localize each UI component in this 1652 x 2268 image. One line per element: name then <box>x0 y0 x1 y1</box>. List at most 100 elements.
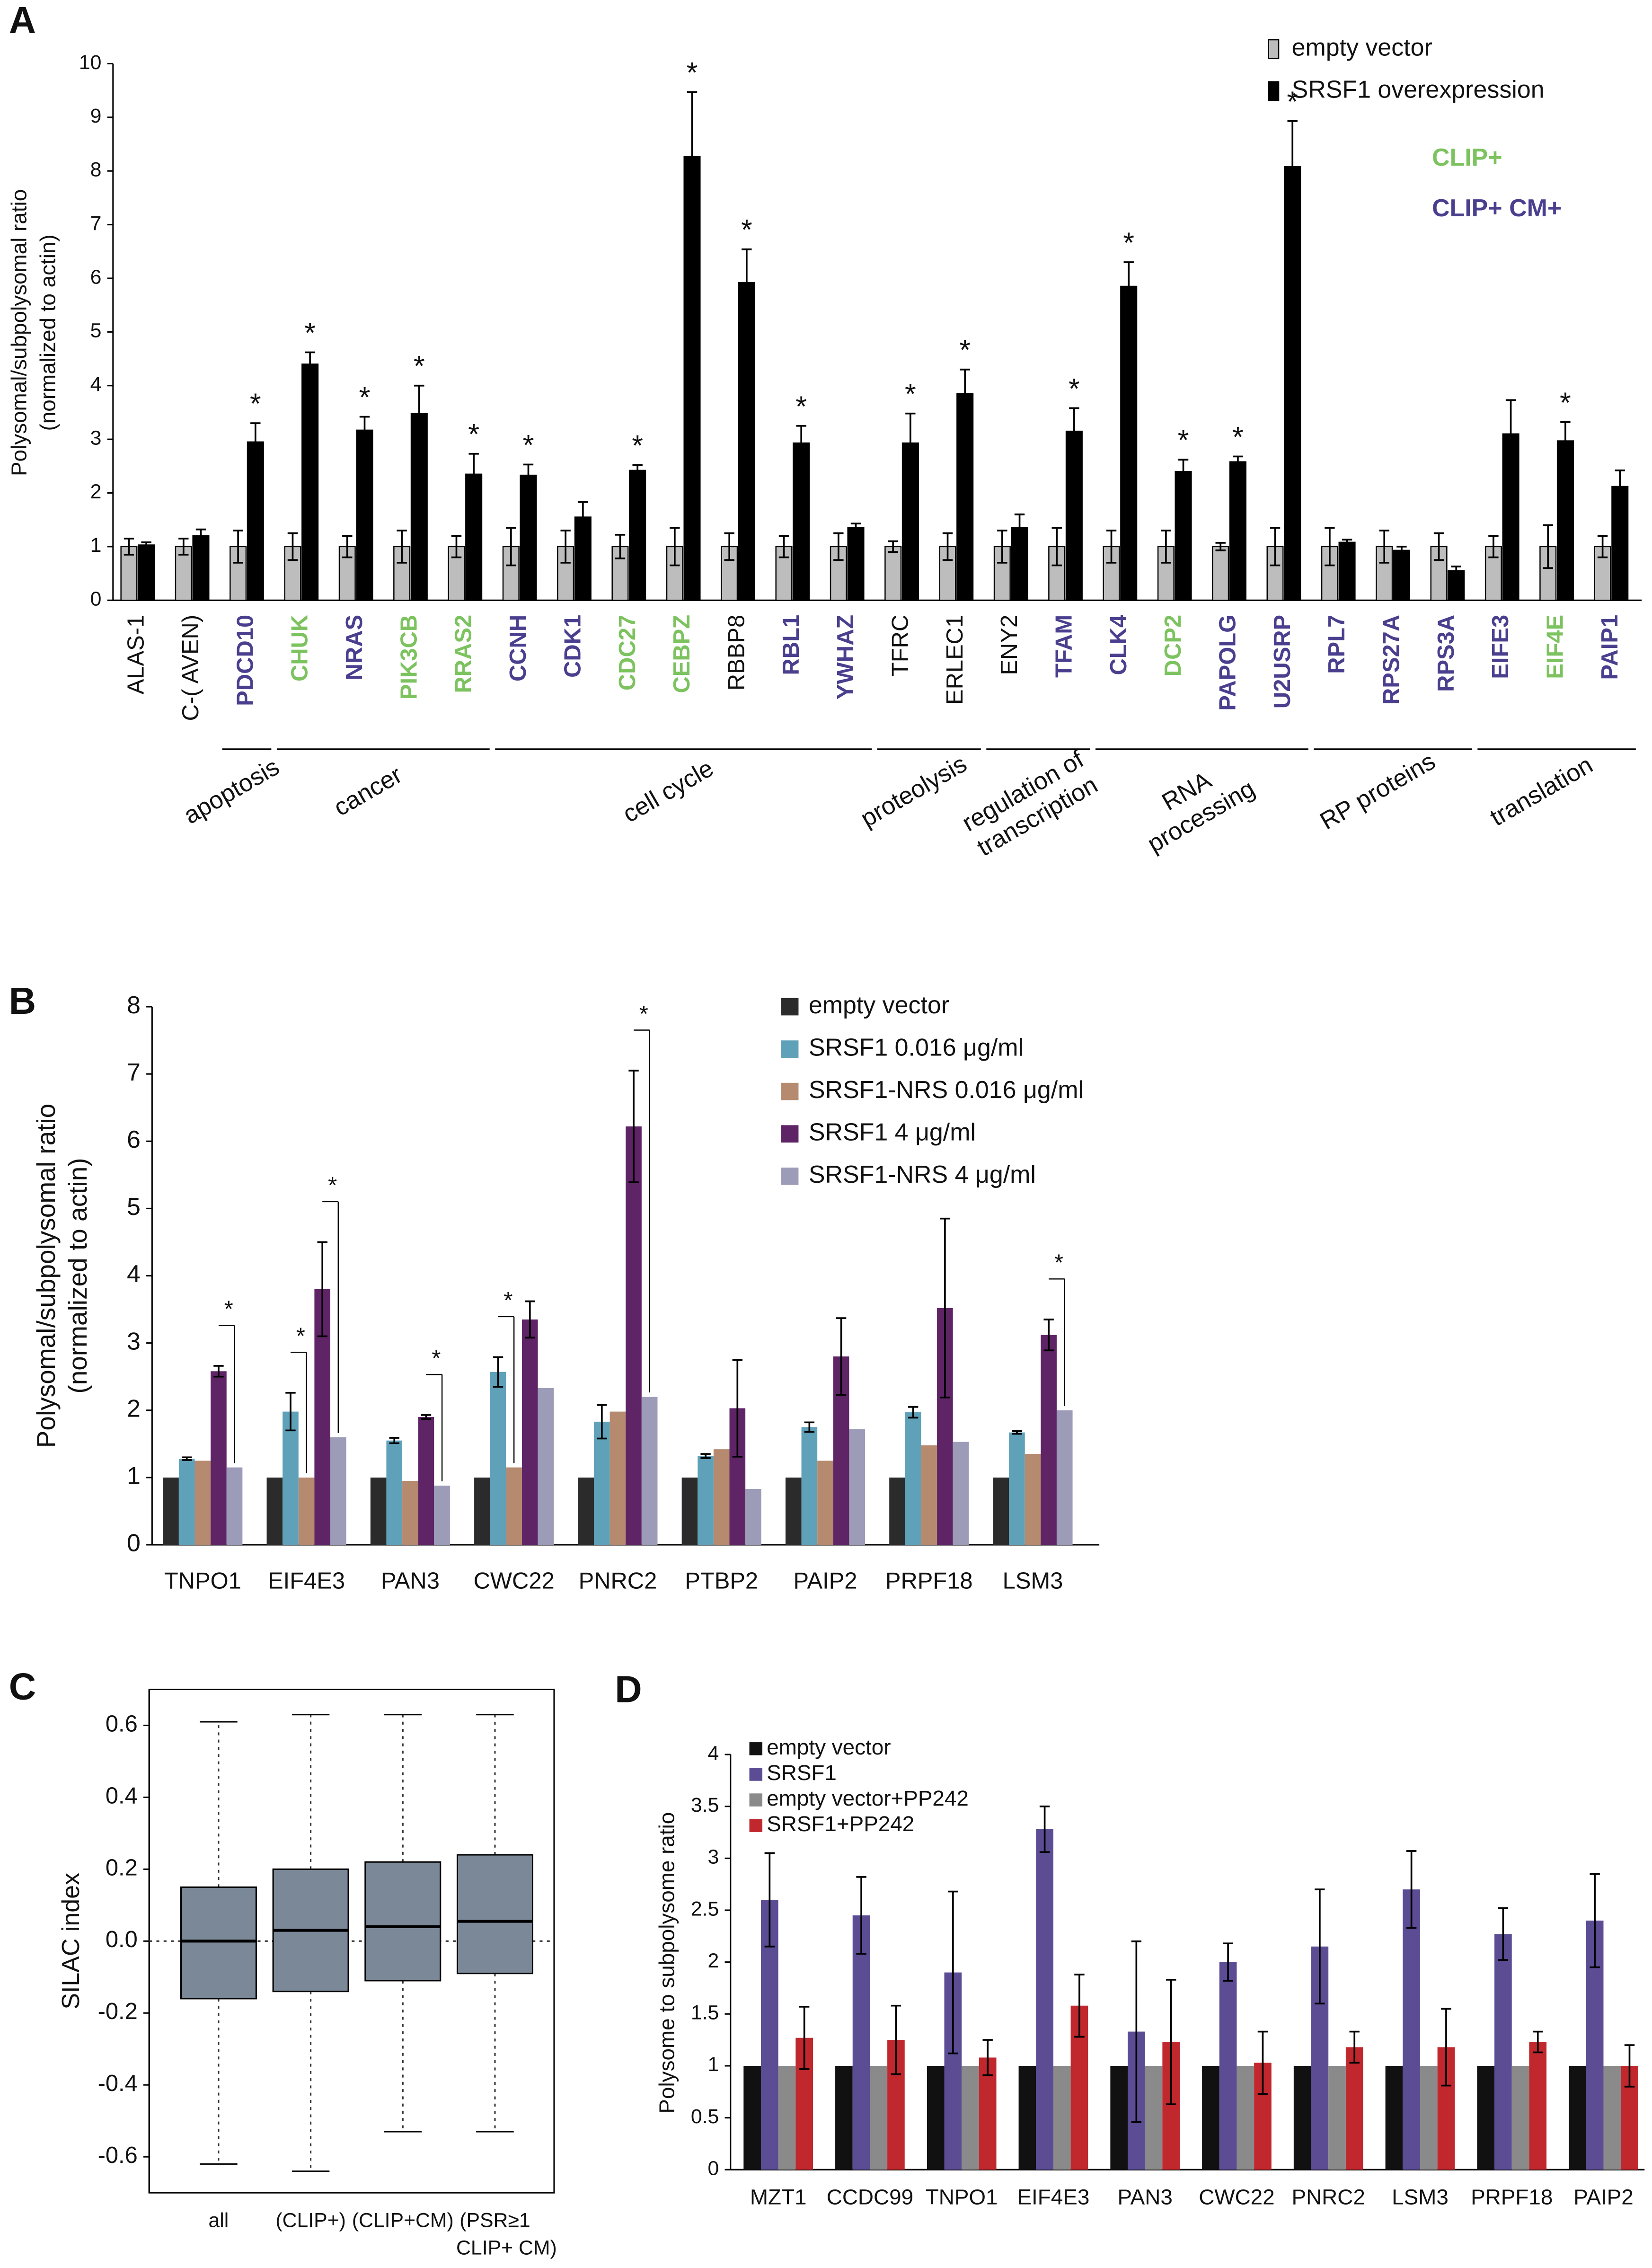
x-tick-label: NRAS <box>342 615 367 680</box>
significance: * <box>432 1346 441 1371</box>
significance: * <box>959 334 971 366</box>
bar <box>905 1412 921 1545</box>
x-tick-label: RPS3A <box>1433 615 1459 692</box>
significance: * <box>304 317 316 349</box>
x-tick-label: (CLIP+CM) <box>352 2209 454 2232</box>
x-tick-label: ERLEC1 <box>942 615 968 705</box>
y-tick-label: 5 <box>90 319 102 342</box>
bar <box>1009 1432 1025 1545</box>
y-tick-label: 2 <box>90 480 102 503</box>
bar <box>247 441 264 601</box>
bar <box>1284 166 1301 601</box>
bar <box>785 1477 802 1545</box>
y-tick-label: 2 <box>127 1395 141 1422</box>
significance: * <box>905 378 916 410</box>
bar <box>298 1477 315 1545</box>
bar <box>611 546 629 601</box>
bar <box>330 1437 346 1545</box>
bar <box>120 546 138 601</box>
bar <box>1202 2065 1219 2170</box>
y-tick-label: 2 <box>708 1949 719 1972</box>
significance: * <box>687 56 698 89</box>
group-label: apoptosis <box>179 753 284 829</box>
x-tick-label: PAPOLG <box>1215 615 1240 711</box>
bar <box>226 1467 243 1545</box>
y-tick-label: 10 <box>79 51 102 74</box>
significance: * <box>1123 226 1134 258</box>
x-tick-label: CWC22 <box>474 1568 555 1594</box>
bar <box>683 156 701 601</box>
legend-label: SRSF1-NRS 0.016 μg/ml <box>809 1076 1084 1104</box>
significance: * <box>468 418 479 450</box>
legend-swatch <box>749 1793 763 1807</box>
bar <box>870 2065 888 2170</box>
bar <box>1393 549 1410 601</box>
x-tick-label: PAN3 <box>381 1568 440 1594</box>
legend-label: empty vector <box>809 992 949 1019</box>
y-tick-label: 4 <box>127 1260 141 1288</box>
bar <box>593 1421 610 1545</box>
x-tick-label: EIFE3 <box>1488 615 1513 679</box>
bar <box>1053 2065 1071 2170</box>
bar <box>386 1440 403 1545</box>
bar <box>1175 470 1192 601</box>
bar <box>1556 440 1574 601</box>
y-tick-label: 1 <box>708 2053 719 2076</box>
legend-swatch <box>781 1125 799 1143</box>
y-tick-label: 6 <box>127 1126 141 1153</box>
bar <box>520 474 537 601</box>
bar <box>626 1126 642 1545</box>
bar <box>266 1477 283 1545</box>
bar <box>953 1442 969 1545</box>
significance: * <box>296 1324 305 1349</box>
x-tick-label: ENY2 <box>997 615 1022 675</box>
bar <box>1494 1934 1512 2170</box>
bar <box>847 527 865 601</box>
bar <box>283 1411 299 1545</box>
bar <box>370 1477 387 1545</box>
x-tick-label: (PSR≥1 <box>459 2209 530 2232</box>
bar <box>434 1485 450 1545</box>
x-tick-label: RBL1 <box>778 615 804 675</box>
bar <box>927 2065 945 2170</box>
bar <box>138 544 155 601</box>
bar <box>1065 430 1083 601</box>
bar <box>817 1461 833 1545</box>
significance: * <box>1054 1250 1063 1276</box>
bar <box>993 546 1011 601</box>
y-tick-label: -0.2 <box>98 1999 138 2024</box>
bar <box>192 535 210 601</box>
bar <box>1338 541 1356 601</box>
legend-label: SRSF1-NRS 4 μg/ml <box>809 1161 1036 1188</box>
y-tick-label: 6 <box>90 266 102 288</box>
bar <box>849 1429 866 1545</box>
x-tick-label: RPS27A <box>1378 615 1404 705</box>
x-tick-label: EIF4E3 <box>1017 2185 1090 2209</box>
y-tick-label: 5 <box>127 1193 141 1221</box>
y-tick-label: 7 <box>127 1059 141 1086</box>
legend-swatch <box>781 1167 799 1185</box>
significance: * <box>741 213 752 246</box>
bar <box>956 393 974 601</box>
y-tick-label: 8 <box>90 159 102 181</box>
x-tick-label: PNRC2 <box>1292 2185 1365 2209</box>
x-tick-label: (CLIP+) <box>275 2209 346 2232</box>
bar <box>506 1467 522 1545</box>
bar <box>194 1461 211 1545</box>
x-tick-label: TFRC <box>887 615 913 676</box>
y-axis-label: (normalized to actin) <box>35 234 60 431</box>
bar <box>1229 461 1246 601</box>
significance: * <box>632 429 643 461</box>
y-axis-label: SILAC index <box>57 1873 85 2010</box>
bar <box>521 1319 538 1545</box>
panel-letter: C <box>9 1666 36 1708</box>
x-tick-label: TFAM <box>1051 615 1077 678</box>
significance: * <box>1178 424 1189 456</box>
bar <box>641 1397 658 1545</box>
x-tick-label: CEBPZ <box>669 615 695 693</box>
bar <box>1511 2065 1529 2170</box>
bar <box>681 1477 698 1545</box>
bar <box>778 2065 796 2170</box>
